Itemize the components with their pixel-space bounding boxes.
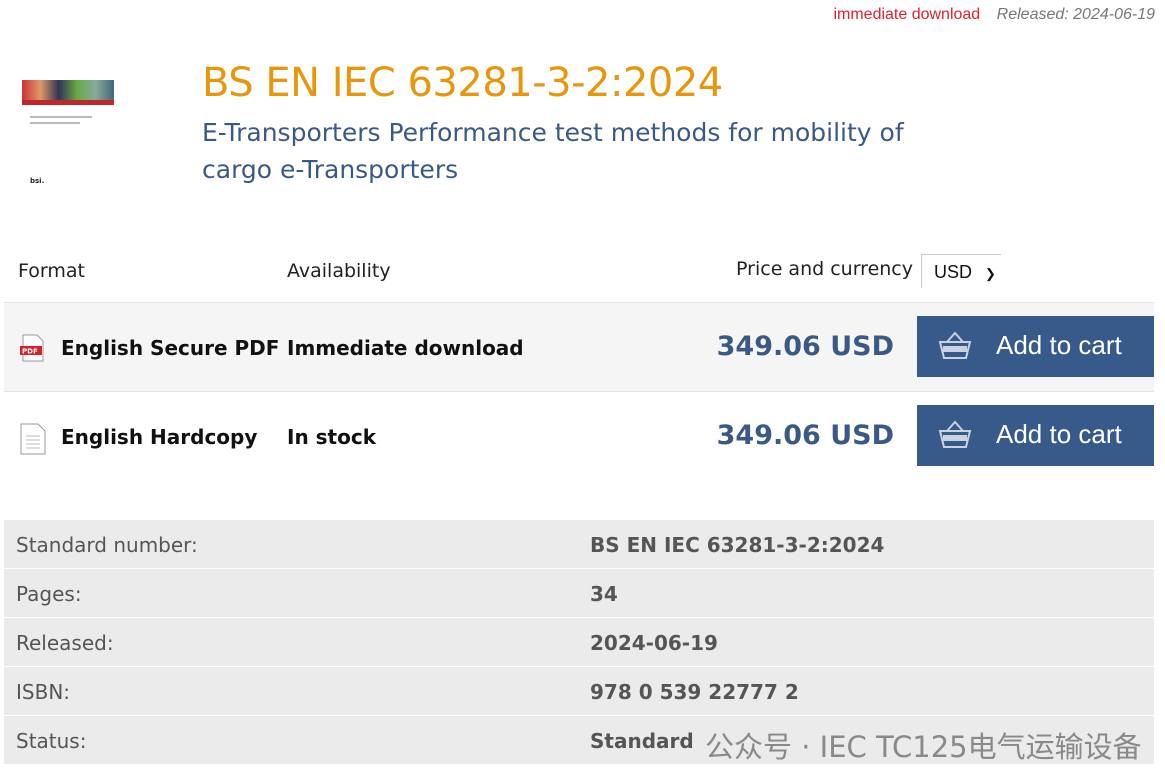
currency-select[interactable]: USD ❯ <box>921 254 1001 288</box>
detail-label: Released: <box>16 631 114 655</box>
format-name: English Hardcopy <box>61 425 258 449</box>
page-subtitle: E-Transporters Performance test methods … <box>202 118 904 184</box>
details-table: Standard number: BS EN IEC 63281-3-2:2024… <box>4 520 1154 765</box>
cover-thumbnail: bsi. <box>20 70 118 194</box>
document-icon <box>18 422 48 460</box>
release-date: Released: 2024-06-19 <box>996 6 1155 23</box>
svg-text:PDF: PDF <box>22 348 38 356</box>
add-to-cart-button[interactable]: Add to cart <box>917 405 1154 466</box>
currency-value: USD <box>934 262 973 282</box>
detail-value: 2024-06-19 <box>590 631 718 655</box>
add-to-cart-button[interactable]: Add to cart <box>917 316 1154 377</box>
watermark: 公众号 · IEC TC125电气运输设备 <box>705 730 1142 764</box>
format-row: English Hardcopy In stock 349.06 USD Add… <box>4 391 1154 480</box>
detail-value: BS EN IEC 63281-3-2:2024 <box>590 533 885 557</box>
detail-row: Standard number: BS EN IEC 63281-3-2:2024 <box>4 520 1154 569</box>
price: 349.06 USD <box>716 331 894 362</box>
availability: Immediate download <box>287 336 524 360</box>
basket-icon <box>938 331 972 359</box>
detail-row: ISBN: 978 0 539 22777 2 <box>4 667 1154 716</box>
chevron-down-icon: ❯ <box>985 266 996 281</box>
price: 349.06 USD <box>716 420 894 451</box>
detail-label: Status: <box>16 729 87 753</box>
format-row: PDF English Secure PDF Immediate downloa… <box>4 302 1154 391</box>
header-price: Price and currency <box>736 258 913 280</box>
detail-label: ISBN: <box>16 680 71 704</box>
button-label: Add to cart <box>996 330 1122 360</box>
detail-value: 978 0 539 22777 2 <box>590 680 799 704</box>
detail-row: Released: 2024-06-19 <box>4 618 1154 667</box>
button-label: Add to cart <box>996 419 1122 449</box>
pdf-file-icon: PDF <box>18 333 48 367</box>
top-status: immediate download Released: 2024-06-19 <box>833 6 1155 24</box>
header-availability: Availability <box>287 260 391 282</box>
basket-icon <box>938 420 972 448</box>
detail-row: Status: Standard <box>4 716 1154 765</box>
availability-note: immediate download <box>833 6 981 23</box>
detail-row: Pages: 34 <box>4 569 1154 618</box>
format-name: English Secure PDF <box>61 336 280 360</box>
detail-value: Standard <box>590 729 694 753</box>
availability: In stock <box>287 425 377 449</box>
page-title: BS EN IEC 63281-3-2:2024 <box>202 60 723 106</box>
header-format: Format <box>18 260 85 282</box>
detail-label: Pages: <box>16 582 82 606</box>
detail-value: 34 <box>590 582 618 606</box>
detail-label: Standard number: <box>16 533 198 557</box>
